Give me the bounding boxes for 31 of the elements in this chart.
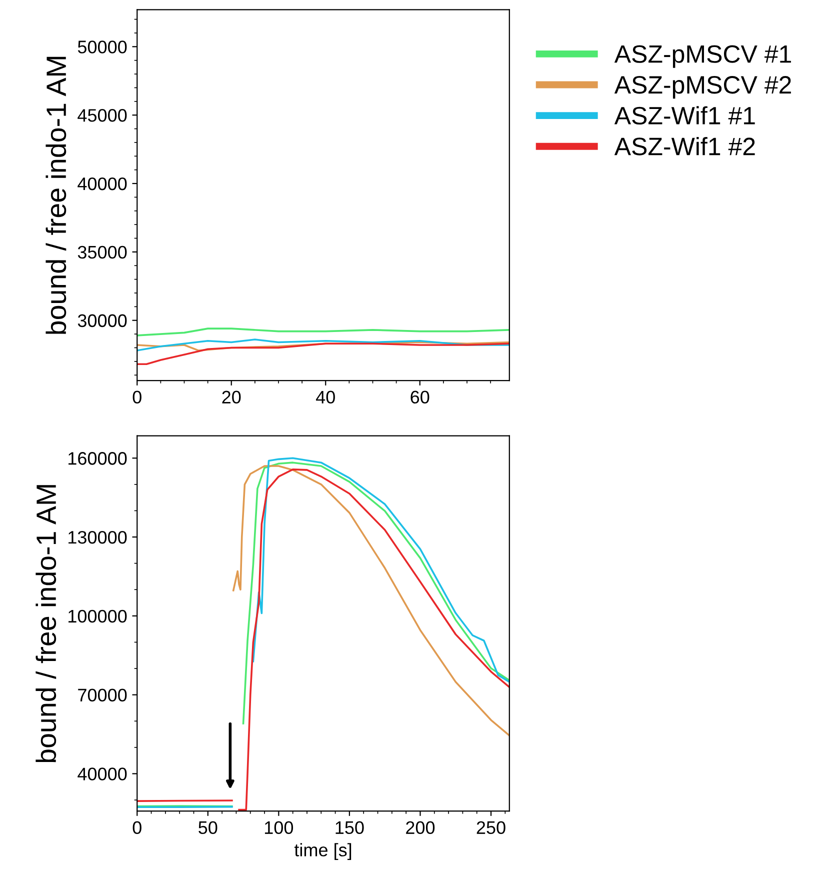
y-tick-label: 30000 <box>78 314 127 328</box>
y-axis-title: bound / free indo-1 AM <box>36 485 56 762</box>
line-series <box>137 338 510 352</box>
x-tick-label: 150 <box>336 821 364 834</box>
legend-label: ASZ-pMSCV #1 <box>614 45 791 68</box>
y-tick-label: 100000 <box>68 610 127 623</box>
legend-label: ASZ-Wif1 #1 <box>614 106 755 125</box>
x-tick-label: 0 <box>132 390 142 404</box>
y-axis-title: bound / free indo-1 AM <box>46 56 66 334</box>
x-tick-label: 100 <box>264 821 294 834</box>
line-series <box>137 342 510 366</box>
x-tick-label: 60 <box>410 390 430 404</box>
x-tick-label: 0 <box>132 821 142 834</box>
line-series <box>137 328 510 336</box>
x-tick-label: 50 <box>198 821 218 834</box>
x-tick-label: 200 <box>406 821 435 834</box>
x-tick-label: 250 <box>476 821 506 834</box>
line-series <box>232 465 510 736</box>
legend-label: ASZ-Wif1 #2 <box>614 136 755 156</box>
y-tick-label: 130000 <box>68 530 127 544</box>
y-tick-label: 45000 <box>78 109 127 122</box>
y-tick-label: 40000 <box>78 177 127 190</box>
y-tick-label: 70000 <box>78 688 127 702</box>
y-tick-label: 40000 <box>78 768 127 780</box>
x-axis-title: time [s] <box>294 843 352 860</box>
x-tick-label: 20 <box>222 390 241 404</box>
y-tick-label: 160000 <box>68 452 127 465</box>
legend-label: ASZ-pMSCV #2 <box>614 76 791 99</box>
y-tick-label: 50000 <box>78 40 127 54</box>
x-tick-label: 40 <box>316 390 335 404</box>
y-tick-label: 35000 <box>78 246 127 259</box>
